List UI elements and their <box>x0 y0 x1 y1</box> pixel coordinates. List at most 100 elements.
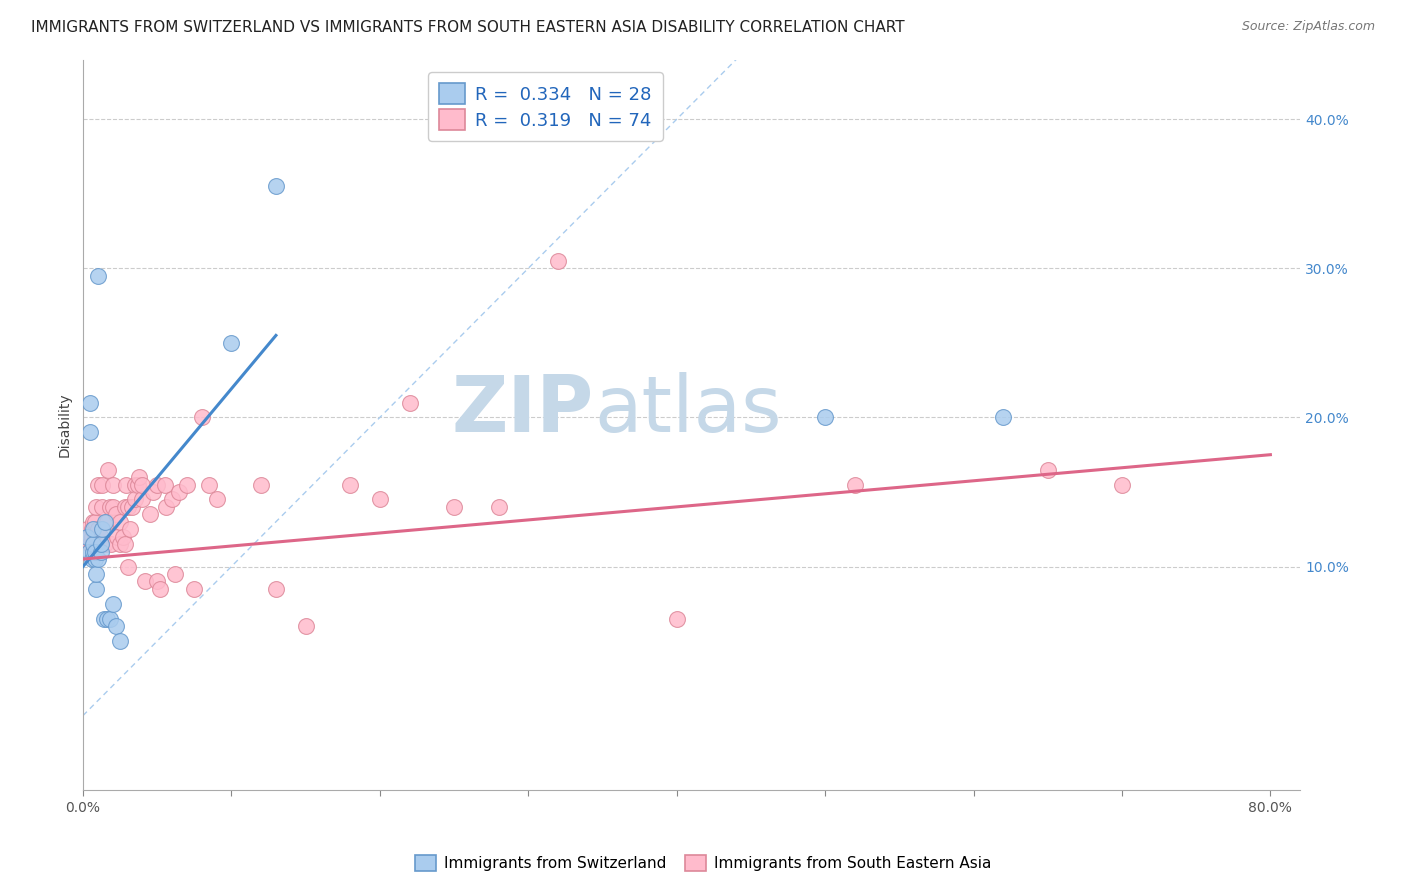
Point <box>91 477 114 491</box>
Point <box>79 425 101 440</box>
Point <box>83 544 105 558</box>
Point <box>117 559 139 574</box>
Point <box>86 566 108 581</box>
Point <box>77 530 100 544</box>
Point <box>82 544 104 558</box>
Point <box>90 530 112 544</box>
Point <box>134 574 156 589</box>
Point <box>104 508 127 522</box>
Point <box>90 537 112 551</box>
Point <box>94 537 117 551</box>
Point <box>294 619 316 633</box>
Point <box>1036 462 1059 476</box>
Point <box>82 515 104 529</box>
Text: atlas: atlas <box>595 372 782 449</box>
Point <box>87 477 110 491</box>
Point <box>183 582 205 596</box>
Point <box>108 515 131 529</box>
Point <box>80 552 103 566</box>
Point <box>86 582 108 596</box>
Point <box>844 477 866 491</box>
Point <box>114 537 136 551</box>
Point <box>97 462 120 476</box>
Point <box>101 477 124 491</box>
Point <box>547 253 569 268</box>
Point <box>86 500 108 514</box>
Text: IMMIGRANTS FROM SWITZERLAND VS IMMIGRANTS FROM SOUTH EASTERN ASIA DISABILITY COR: IMMIGRANTS FROM SWITZERLAND VS IMMIGRANT… <box>31 20 904 35</box>
Y-axis label: Disability: Disability <box>58 392 72 458</box>
Point <box>100 537 122 551</box>
Point <box>94 515 117 529</box>
Point <box>1111 477 1133 491</box>
Legend: R =  0.334   N = 28, R =  0.319   N = 74: R = 0.334 N = 28, R = 0.319 N = 74 <box>429 72 662 141</box>
Point <box>205 492 228 507</box>
Point <box>398 395 420 409</box>
Point <box>146 477 169 491</box>
Point <box>79 395 101 409</box>
Point <box>142 485 165 500</box>
Point <box>96 515 118 529</box>
Point <box>101 500 124 514</box>
Point <box>91 500 114 514</box>
Point <box>160 492 183 507</box>
Text: ZIP: ZIP <box>451 372 595 449</box>
Point <box>264 179 287 194</box>
Point <box>77 544 100 558</box>
Point <box>176 477 198 491</box>
Point <box>149 582 172 596</box>
Point <box>190 410 212 425</box>
Point <box>108 537 131 551</box>
Point <box>198 477 221 491</box>
Point <box>127 477 149 491</box>
Point <box>124 492 146 507</box>
Point <box>108 634 131 648</box>
Point <box>98 612 121 626</box>
Point <box>139 508 162 522</box>
Point <box>104 619 127 633</box>
Point <box>87 522 110 536</box>
Text: Source: ZipAtlas.com: Source: ZipAtlas.com <box>1241 20 1375 33</box>
Legend: Immigrants from Switzerland, Immigrants from South Eastern Asia: Immigrants from Switzerland, Immigrants … <box>409 849 997 877</box>
Point <box>93 537 115 551</box>
Point <box>80 537 103 551</box>
Point <box>98 500 121 514</box>
Point <box>131 477 153 491</box>
Point <box>169 485 191 500</box>
Point <box>76 530 98 544</box>
Point <box>76 522 98 536</box>
Point <box>115 477 138 491</box>
Point <box>79 537 101 551</box>
Point <box>82 522 104 536</box>
Point <box>105 530 128 544</box>
Point <box>814 410 837 425</box>
Point <box>264 582 287 596</box>
Point <box>93 612 115 626</box>
Point <box>120 522 142 536</box>
Point <box>153 477 176 491</box>
Point <box>146 574 169 589</box>
Point <box>368 492 391 507</box>
Point <box>131 492 153 507</box>
Point <box>124 477 146 491</box>
Point <box>87 268 110 283</box>
Point <box>83 552 105 566</box>
Point <box>163 566 186 581</box>
Point <box>82 537 104 551</box>
Point <box>128 470 150 484</box>
Point <box>87 552 110 566</box>
Point <box>112 530 135 544</box>
Point <box>339 477 361 491</box>
Point <box>101 597 124 611</box>
Point <box>117 500 139 514</box>
Point <box>80 522 103 536</box>
Point <box>221 335 243 350</box>
Point <box>79 537 101 551</box>
Point <box>86 530 108 544</box>
Point <box>83 530 105 544</box>
Point <box>80 530 103 544</box>
Point <box>83 515 105 529</box>
Point <box>665 612 688 626</box>
Point <box>250 477 273 491</box>
Point <box>96 612 118 626</box>
Point <box>87 537 110 551</box>
